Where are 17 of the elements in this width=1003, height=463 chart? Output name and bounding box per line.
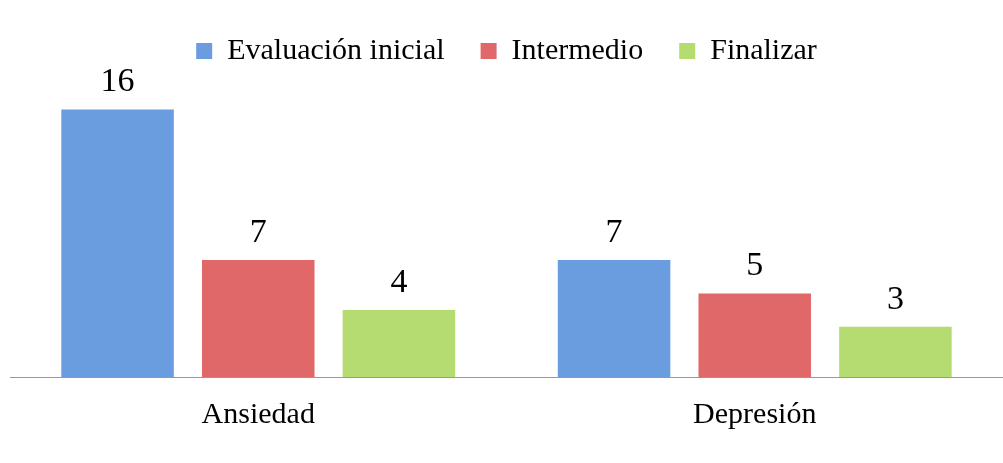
bar	[839, 326, 952, 377]
bar	[201, 259, 315, 377]
legend-label: Finalizar	[710, 31, 817, 65]
bar	[61, 109, 174, 377]
x-tick-label: Depresión	[693, 395, 817, 429]
data-label: 5	[746, 245, 764, 283]
data-label: 4	[390, 262, 408, 300]
bar	[698, 293, 812, 377]
data-label: 7	[249, 211, 267, 249]
data-label: 3	[886, 278, 904, 316]
bar	[342, 310, 456, 377]
data-label: 16	[100, 61, 135, 99]
data-label: 7	[605, 211, 623, 249]
legend-label: Intermedio	[511, 31, 644, 65]
bar	[557, 259, 671, 377]
x-tick-label: Ansiedad	[201, 395, 315, 429]
legend-label: Evaluación inicial	[227, 31, 445, 65]
